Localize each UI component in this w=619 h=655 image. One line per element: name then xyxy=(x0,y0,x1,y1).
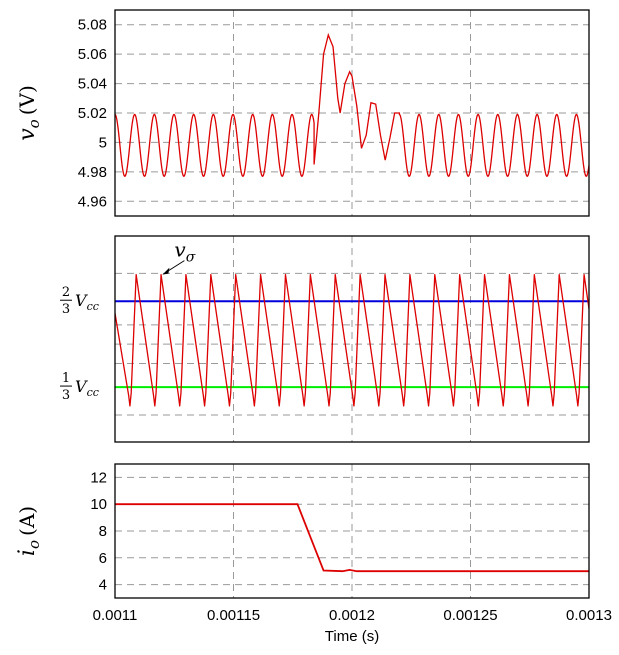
y-tick-label: 5 xyxy=(99,134,107,151)
plot-frame xyxy=(114,463,590,599)
y-tick-label: 5.06 xyxy=(78,46,107,63)
x-tick-label: 0.0011 xyxy=(93,607,138,624)
series-vsigma xyxy=(115,273,589,407)
svg-text:1: 1 xyxy=(62,371,70,386)
svg-text:Vcc: Vcc xyxy=(75,291,99,313)
svg-text:3: 3 xyxy=(62,388,70,403)
annotation-arrowhead xyxy=(162,267,170,275)
plot-area xyxy=(115,503,589,573)
svg-text:Vcc: Vcc xyxy=(75,377,99,399)
plot-frame xyxy=(114,235,590,443)
y-tick-label: 8 xyxy=(99,523,107,540)
y-tick-label: 12 xyxy=(90,469,107,486)
x-tick-label: 0.00125 xyxy=(443,607,497,624)
y-tick-label: 4.98 xyxy=(78,164,107,181)
y-tick-label: 4 xyxy=(99,577,107,594)
x-tick-label: 0.0012 xyxy=(329,607,375,624)
x-tick-label: 0.0013 xyxy=(566,607,612,624)
panel-vo: 4.96 4.98 5 5.02 5.04 5.06 5.08 vo(V) xyxy=(15,9,590,217)
svg-text:3: 3 xyxy=(62,302,70,317)
plot-area xyxy=(115,32,589,178)
y-axis-label: vo(V) xyxy=(15,85,43,141)
y-tick-label: 5.04 xyxy=(78,76,107,93)
plot-frame xyxy=(114,9,590,217)
y-tick-label: 1 3 Vcc xyxy=(60,371,99,403)
svg-text:2: 2 xyxy=(62,285,70,300)
y-tick-label: 4.96 xyxy=(78,193,107,210)
y-tick-label: 5.02 xyxy=(78,105,107,122)
panel-vsigma: vσ 1 3 Vcc 2 3 Vcc xyxy=(60,235,590,443)
annotation-v-sigma: vσ xyxy=(174,238,195,266)
series-io xyxy=(115,503,589,573)
x-axis-label: Time (s) xyxy=(325,628,379,645)
plot-area xyxy=(115,273,589,407)
y-tick-label: 6 xyxy=(99,550,107,567)
panel-io: 4 6 8 10 12 io(A) 0.0011 0.00115 0.0012 0.00125 0.… xyxy=(15,463,612,645)
y-tick-label: 5.08 xyxy=(78,17,107,34)
series-vo xyxy=(115,32,589,178)
y-tick-label: 10 xyxy=(90,496,107,513)
y-axis-label: io(A) xyxy=(15,506,43,556)
y-tick-label: 2 3 Vcc xyxy=(60,285,99,317)
x-tick-label: 0.00115 xyxy=(207,607,260,624)
